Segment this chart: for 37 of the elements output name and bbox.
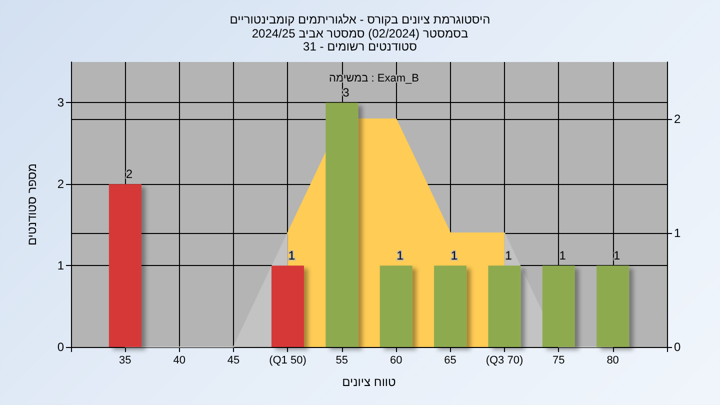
x-tick-label: 40: [173, 354, 186, 366]
x-axis-title: טווח ציונים: [342, 375, 396, 389]
chart-subtitle: בסמסטר (02/2024) סמסטר אביב 2024/25 סטודנטים רשומים - 31: [252, 26, 468, 54]
x-tick-label: 75: [552, 354, 565, 366]
y-tick-label: 2: [57, 177, 64, 192]
bar: [380, 266, 412, 347]
y-tick-label: 3: [57, 96, 64, 110]
data-label: 3: [342, 86, 350, 100]
chart-title: היסטוגרמת ציונים בקורס - אלגוריתמים קומבינטוריים: [230, 12, 490, 26]
data-label: 1: [613, 248, 620, 263]
data-label: 1: [396, 248, 404, 263]
x-tick-label: (Q1 50): [269, 354, 306, 366]
data-label: 2: [126, 167, 133, 182]
bar: [542, 266, 575, 347]
data-label: 1: [559, 248, 566, 263]
y2-tick-label: 1: [674, 226, 681, 240]
x-tick-label: 45: [227, 354, 240, 366]
x-tick-label: 35: [119, 354, 132, 366]
data-label: 1: [288, 248, 296, 263]
x-tick-label: 80: [606, 354, 619, 366]
y2-tick-label: 2: [674, 112, 681, 126]
data-label: 1: [450, 248, 458, 263]
x-tick-label: (Q3 70): [486, 354, 524, 366]
x-tick-label: 60: [390, 354, 402, 366]
bar: [596, 266, 630, 347]
bar: [271, 266, 304, 347]
y-tick-label: 0: [57, 340, 64, 354]
y-axis-title: מספר סטודנטים: [25, 163, 39, 246]
bar: [488, 266, 521, 347]
y-tick-label: 1: [57, 258, 64, 273]
bar: [326, 102, 358, 347]
bar: [108, 184, 142, 347]
bar: [434, 266, 467, 347]
x-tick-label: 65: [444, 354, 456, 366]
y2-tick-label: 0: [674, 340, 681, 354]
data-label: 1: [505, 248, 512, 263]
x-tick-label: 55: [336, 354, 348, 366]
